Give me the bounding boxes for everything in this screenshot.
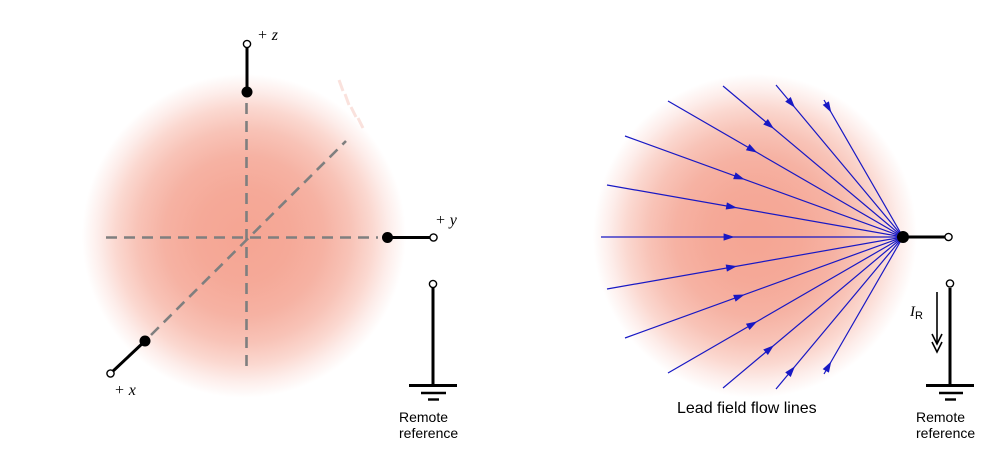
- reference-terminal-icon: [428, 279, 438, 289]
- electrode-y-contact-dot: [382, 232, 393, 243]
- flow-line: [606, 184, 904, 238]
- flow-line-arrow-icon: [745, 321, 758, 330]
- electrode-x-lead: [109, 339, 147, 375]
- faint-artifact: [337, 79, 365, 129]
- flow-line-arrow-icon: [733, 172, 745, 180]
- flow-line: [667, 236, 904, 374]
- flow-line: [722, 236, 904, 389]
- flow-line: [775, 236, 904, 390]
- remote-reference-left: [409, 279, 457, 401]
- right-figure: [601, 84, 974, 401]
- dashed-axes: [106, 103, 378, 372]
- current-arrow-head-icon: [931, 341, 943, 354]
- flow-line: [606, 236, 904, 290]
- remote-reference-label-line2: reference: [916, 425, 976, 441]
- electrode-z-terminal-icon: [242, 39, 252, 49]
- volume-conductor-sphere-right: [588, 69, 922, 403]
- flow-line-arrow-icon: [745, 144, 758, 153]
- reference-terminal-icon: [945, 279, 955, 288]
- volume-conductor-sphere-left: [77, 69, 411, 403]
- current-arrow-head-icon: [931, 333, 943, 346]
- electrode-x-contact-dot: [139, 335, 151, 347]
- flow-line-arrow-icon: [822, 101, 832, 113]
- electrode-x-terminal-icon: [106, 369, 115, 378]
- flow-line-arrow-icon: [785, 97, 796, 108]
- electrode-z: [241, 39, 253, 98]
- flow-line-arrow-icon: [725, 202, 738, 210]
- current-subscript: R: [915, 310, 923, 322]
- remote-reference-label-line1: Remote: [916, 409, 966, 425]
- left-figure: [106, 39, 457, 401]
- flow-line-arrow-icon: [723, 233, 735, 241]
- faint-artifact-mark: [343, 93, 351, 106]
- electrode-y-terminal-icon: [429, 233, 438, 242]
- flow-line-arrow-icon: [763, 118, 774, 129]
- flow-line-arrow-icon: [763, 345, 774, 356]
- lead-field-flow-lines: [601, 84, 904, 390]
- pickup-electrode-terminal-icon: [944, 232, 953, 242]
- reference-current-label: IR: [910, 303, 923, 322]
- flow-line: [624, 236, 904, 339]
- pickup-electrode: [897, 231, 953, 243]
- faint-artifact-mark: [356, 117, 365, 129]
- remote-reference-label-line1: Remote: [399, 409, 449, 425]
- axis-label-y: + y: [435, 212, 457, 229]
- current-symbol: I: [910, 304, 915, 320]
- axis-label-z: + z: [257, 27, 279, 44]
- flow-line: [667, 100, 904, 238]
- remote-reference-label-left: Remote reference: [399, 409, 458, 441]
- flow-line-arrow-icon: [733, 294, 745, 302]
- pickup-electrode-contact-dot: [897, 231, 909, 243]
- remote-reference-right: [926, 279, 974, 401]
- faint-artifact-mark: [349, 106, 358, 118]
- electrode-y: [382, 232, 438, 243]
- reference-current-arrow: [931, 292, 943, 354]
- electrode-x: [106, 335, 151, 378]
- flow-line: [722, 85, 904, 238]
- dashed-axis-diagonal: [150, 140, 347, 336]
- flow-line: [624, 135, 904, 238]
- flow-line-arrow-icon: [822, 361, 832, 373]
- remote-reference-label-line2: reference: [399, 425, 459, 441]
- faint-artifact-mark: [337, 79, 345, 92]
- axis-label-x: + x: [114, 382, 136, 399]
- flow-line-arrow-icon: [785, 366, 796, 377]
- flow-line: [823, 99, 904, 238]
- remote-reference-label-right: Remote reference: [916, 409, 975, 441]
- lead-field-caption: Lead field flow lines: [677, 400, 817, 417]
- flow-line: [823, 236, 904, 375]
- flow-line: [775, 84, 904, 238]
- electrode-z-contact-dot: [241, 86, 253, 98]
- flow-line-arrow-icon: [725, 264, 738, 272]
